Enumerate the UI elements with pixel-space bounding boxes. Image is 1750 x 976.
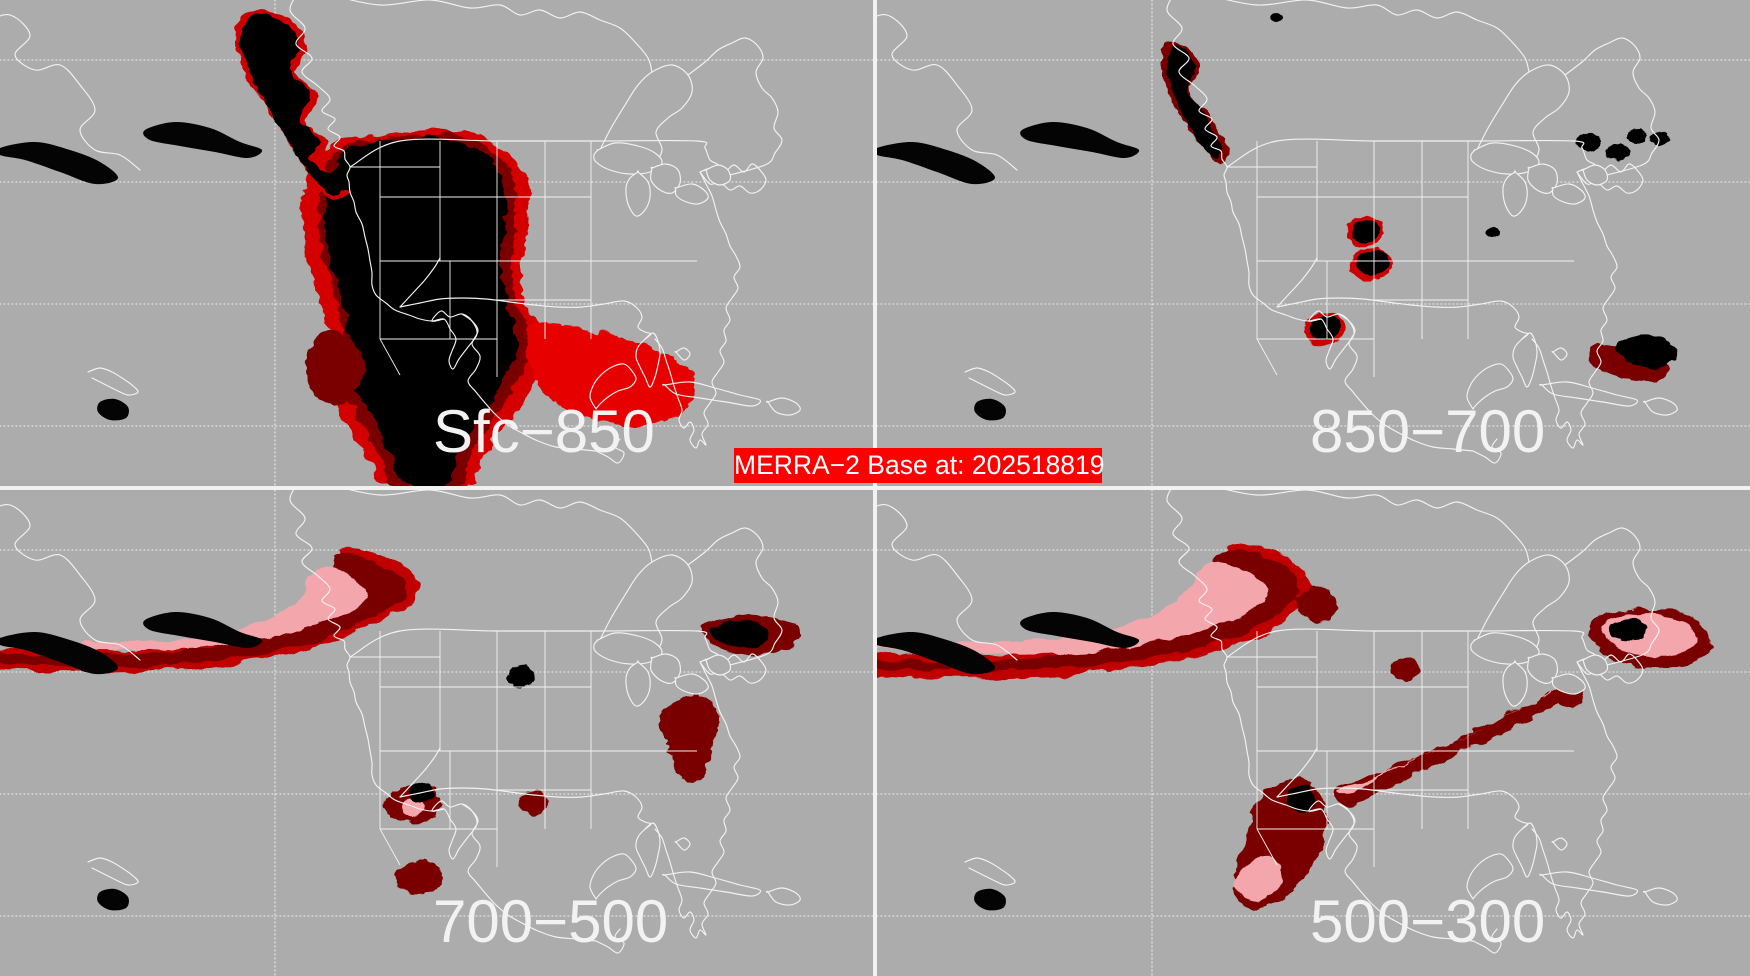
svg-text:500−300: 500−300 [1310,888,1545,955]
svg-text:Sfc−850: Sfc−850 [433,398,655,465]
svg-text:700−500: 700−500 [433,888,668,955]
svg-text:850−700: 850−700 [1310,398,1545,465]
